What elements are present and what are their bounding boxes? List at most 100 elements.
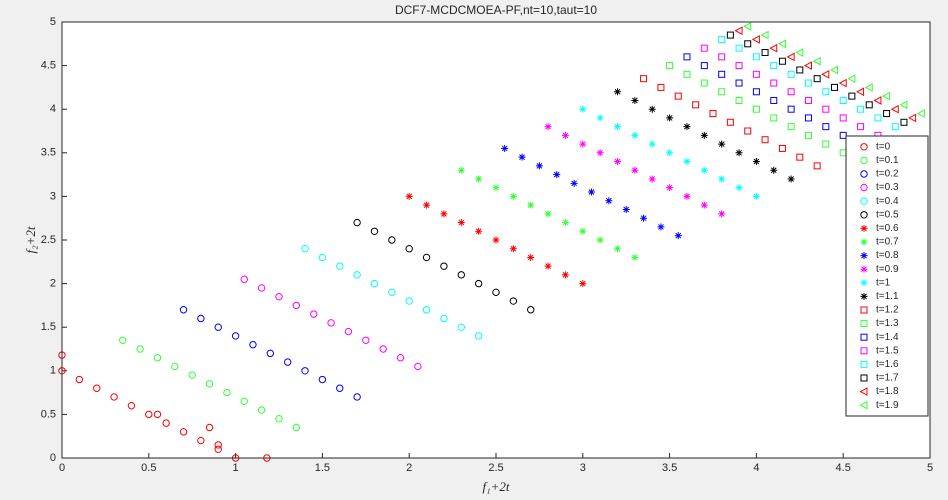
legend-label: t=0.2 <box>876 169 899 180</box>
marker <box>240 397 248 406</box>
marker <box>718 88 726 96</box>
marker <box>847 74 856 84</box>
y-tick-label: 1 <box>50 365 56 377</box>
marker <box>683 158 691 166</box>
series <box>457 166 639 261</box>
legend-label: t=1.3 <box>876 318 899 329</box>
marker <box>683 53 691 61</box>
marker <box>353 218 361 227</box>
legend-label: t=1.1 <box>876 291 899 302</box>
marker <box>883 110 891 118</box>
marker <box>752 53 760 61</box>
marker <box>744 40 752 48</box>
marker <box>648 140 656 148</box>
marker <box>752 105 760 113</box>
series <box>579 105 760 200</box>
marker <box>457 323 465 331</box>
marker <box>631 131 639 139</box>
marker <box>804 96 812 104</box>
legend-label: t=1.9 <box>876 400 899 411</box>
y-tick-label: 3.5 <box>41 147 56 159</box>
marker <box>283 358 292 366</box>
marker <box>657 83 665 91</box>
marker <box>614 245 622 253</box>
marker <box>752 158 760 166</box>
marker <box>223 388 231 397</box>
legend-label: t=0.3 <box>876 182 899 193</box>
marker <box>838 78 847 88</box>
legend-label: t=1.2 <box>876 305 899 316</box>
series <box>301 245 483 340</box>
marker <box>683 123 691 131</box>
marker <box>795 48 804 57</box>
marker <box>718 140 726 148</box>
marker <box>864 83 873 92</box>
marker <box>860 265 868 273</box>
axes-box <box>61 21 931 459</box>
marker <box>631 96 639 104</box>
marker <box>751 35 760 44</box>
marker <box>718 53 726 61</box>
marker <box>882 91 891 101</box>
marker <box>596 114 604 122</box>
legend-label: t=1 <box>876 277 891 288</box>
marker <box>249 340 257 349</box>
marker <box>860 211 868 219</box>
marker <box>735 62 743 70</box>
y-tick-label: 2 <box>50 278 56 290</box>
legend-label: t=0 <box>876 141 891 152</box>
series <box>501 144 682 240</box>
marker <box>527 253 535 261</box>
marker <box>822 123 830 131</box>
series <box>743 22 925 118</box>
marker <box>666 149 674 157</box>
marker <box>145 410 153 419</box>
marker <box>492 288 500 297</box>
marker <box>423 201 431 209</box>
marker <box>770 62 778 70</box>
marker <box>188 371 196 379</box>
marker <box>640 75 648 83</box>
marker <box>709 110 717 118</box>
marker <box>683 70 691 78</box>
marker <box>787 70 795 78</box>
marker <box>839 114 847 122</box>
x-axis-label: f₁+2t <box>482 479 509 494</box>
plot-area <box>58 22 925 462</box>
marker <box>848 92 856 100</box>
marker <box>769 43 778 53</box>
marker <box>344 327 353 336</box>
marker <box>492 236 500 244</box>
marker <box>518 153 526 161</box>
marker <box>405 192 413 200</box>
marker <box>475 227 483 235</box>
marker <box>752 88 760 96</box>
y-tick-label: 2.5 <box>41 234 56 246</box>
marker <box>640 214 648 222</box>
x-tick-label: 4.5 <box>836 462 851 474</box>
series <box>700 44 882 139</box>
marker <box>544 123 552 131</box>
marker <box>860 279 868 287</box>
marker <box>440 314 448 323</box>
marker <box>683 192 691 200</box>
marker <box>859 400 868 410</box>
marker <box>605 197 613 205</box>
marker <box>457 219 465 227</box>
series <box>614 88 795 183</box>
marker <box>860 183 868 192</box>
y-tick-label: 0.5 <box>41 408 56 420</box>
legend-label: t=1.7 <box>876 373 899 384</box>
marker <box>544 210 552 218</box>
marker <box>266 349 275 358</box>
legend-label: t=0.7 <box>876 237 899 248</box>
marker <box>674 232 682 240</box>
marker <box>899 100 908 110</box>
marker <box>561 131 569 139</box>
marker <box>666 62 674 70</box>
marker <box>803 61 812 70</box>
y-tick-label: 0 <box>50 452 56 464</box>
marker <box>153 354 162 362</box>
marker <box>110 393 118 401</box>
